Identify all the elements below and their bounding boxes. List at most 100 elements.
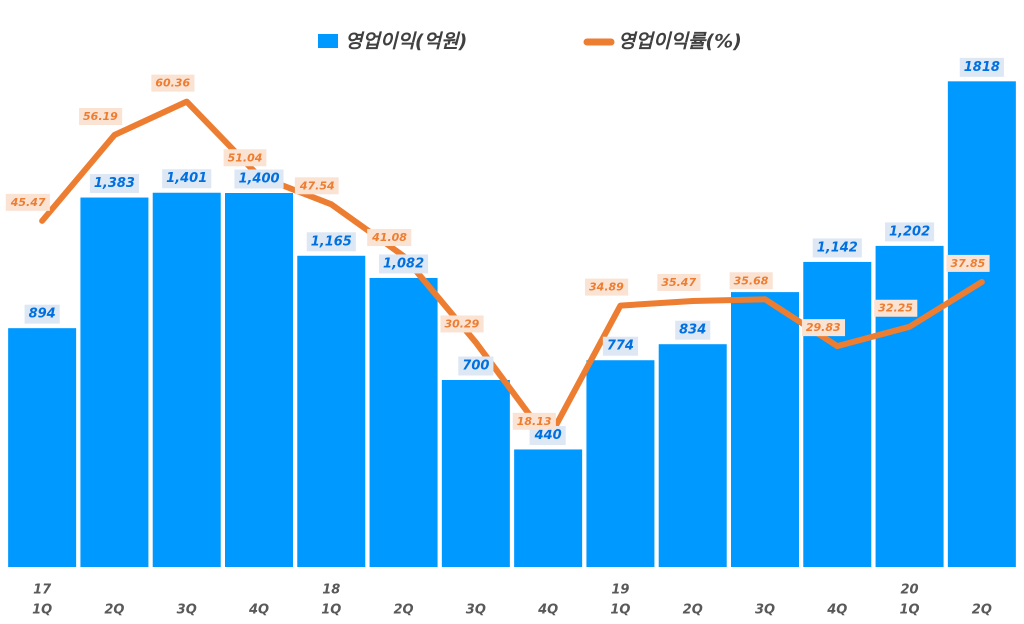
- x-group-label: 17: [33, 583, 52, 598]
- bar: [369, 277, 438, 567]
- line-label-group: 35.47: [657, 273, 701, 291]
- label-background: [512, 412, 556, 430]
- x-group-label: 19: [611, 583, 629, 598]
- bar-label-group: 894: [24, 304, 60, 324]
- bar: [80, 197, 149, 567]
- label-background: [885, 222, 935, 242]
- bar-label-group: 1,202: [885, 222, 935, 242]
- label-background: [367, 229, 412, 247]
- bar-label-group: 1818: [959, 57, 1004, 77]
- bar-label-group: 834: [675, 320, 711, 340]
- label-background: [529, 425, 566, 445]
- bar: [8, 328, 77, 567]
- line-value-label: 56.19: [83, 110, 118, 123]
- x-tick-label: 3Q: [466, 603, 486, 618]
- line-label-group: 41.08: [367, 229, 412, 247]
- label-background: [162, 169, 212, 189]
- bar: [658, 344, 727, 567]
- line-value-label: 18.13: [517, 415, 552, 428]
- x-tick-label: 1Q: [321, 603, 341, 618]
- line-value-label: 51.04: [228, 151, 263, 164]
- label-background: [602, 336, 638, 356]
- label-background: [801, 319, 846, 337]
- bar-label-group: 774: [602, 336, 638, 356]
- label-background: [294, 177, 339, 195]
- x-group-label: 20: [901, 583, 919, 598]
- line-value-label: 45.47: [10, 196, 46, 209]
- line-label-group: 47.54: [294, 177, 339, 195]
- line-label-group: 37.85: [946, 254, 990, 272]
- bar: [586, 360, 655, 567]
- legend-label: 영업이익(억원): [345, 31, 467, 53]
- label-background: [959, 57, 1004, 77]
- bar: [225, 193, 293, 567]
- label-background: [234, 169, 284, 189]
- label-background: [306, 232, 356, 252]
- label-background: [89, 174, 139, 194]
- x-tick-label: 1Q: [32, 603, 52, 618]
- line-label-group: 51.04: [223, 149, 267, 167]
- line-label-group: 18.13: [512, 412, 556, 430]
- bar-value-label: 440: [534, 428, 562, 443]
- bar: [152, 192, 221, 568]
- line-label-group: 32.25: [874, 299, 918, 317]
- x-tick-label: 3Q: [755, 603, 775, 618]
- label-background: [379, 254, 429, 274]
- line-label-group: 29.83: [801, 319, 846, 337]
- bar-label-group: 1,383: [89, 174, 139, 194]
- line-label-group: 60.36: [151, 74, 195, 92]
- line-value-label: 29.83: [806, 321, 841, 334]
- label-background: [946, 254, 990, 272]
- bar-value-label: 774: [607, 339, 634, 354]
- bar-value-label: 1818: [964, 60, 1000, 75]
- line-value-label: 60.36: [155, 77, 190, 90]
- x-tick-label: 3Q: [177, 603, 197, 618]
- label-background: [440, 315, 484, 333]
- label-background: [24, 304, 60, 324]
- bar: [514, 449, 583, 567]
- bar-value-label: 1,383: [94, 176, 135, 191]
- x-group-label: 18: [322, 583, 340, 598]
- bar-value-label: 1,082: [383, 256, 424, 271]
- bar: [731, 292, 799, 567]
- label-background: [79, 108, 123, 126]
- x-tick-label: 2Q: [394, 603, 414, 618]
- bar-label-group: 1,082: [379, 254, 429, 274]
- bar-value-label: 1,165: [311, 234, 352, 249]
- bar-label-group: 700: [458, 356, 494, 376]
- bar-value-label: 894: [29, 307, 56, 322]
- label-background: [675, 320, 711, 340]
- legend-label: 영업이익률(%): [618, 31, 742, 53]
- line-value-label: 34.89: [589, 281, 624, 294]
- line-label-group: 34.89: [585, 278, 629, 296]
- line-value-label: 41.08: [371, 231, 407, 244]
- label-background: [5, 193, 50, 211]
- bar-value-label: 1,401: [166, 171, 207, 186]
- bar-value-label: 700: [462, 359, 489, 374]
- bar: [297, 255, 366, 567]
- bar-value-label: 834: [679, 323, 706, 338]
- x-tick-label: 4Q: [537, 603, 558, 618]
- bar-label-group: 440: [529, 425, 566, 445]
- line-label-group: 35.68: [729, 272, 773, 290]
- x-tick-label: 2Q: [104, 603, 124, 618]
- label-background: [874, 299, 918, 317]
- line-value-label: 35.47: [661, 276, 696, 289]
- line-value-label: 37.85: [950, 257, 985, 270]
- bar-label-group: 1,142: [812, 238, 862, 258]
- line-label-group: 45.47: [5, 193, 50, 211]
- label-background: [729, 272, 773, 290]
- line-value-label: 35.68: [734, 274, 769, 287]
- label-background: [812, 238, 862, 258]
- bar-value-label: 1,400: [238, 172, 279, 187]
- line-value-label: 32.25: [878, 302, 913, 315]
- label-background: [585, 278, 629, 296]
- bar: [947, 81, 1016, 567]
- line: [39, 98, 985, 443]
- bar-value-label: 1,142: [817, 240, 858, 255]
- bar-label-group: 1,400: [234, 169, 284, 189]
- x-tick-label: 2Q: [683, 603, 703, 618]
- bar: [441, 380, 510, 567]
- label-background: [458, 356, 494, 376]
